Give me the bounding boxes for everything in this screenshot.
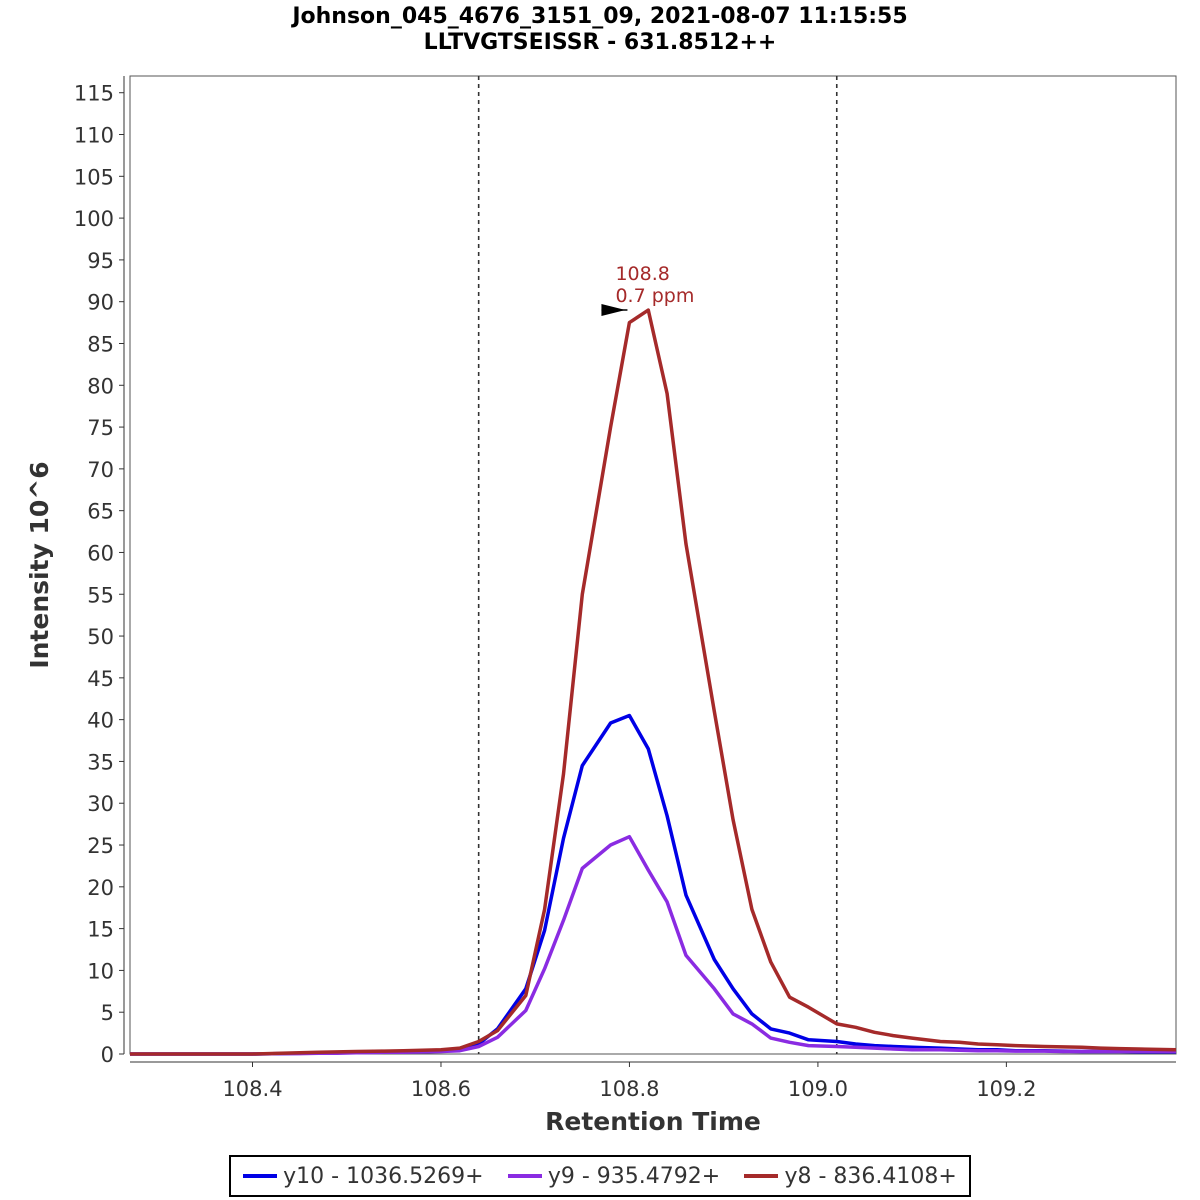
- legend-swatch-y9: [507, 1174, 542, 1178]
- y-axis-label: Intensity 10^6: [25, 461, 54, 668]
- y-tick-label: 90: [87, 291, 114, 315]
- x-tick-label: 108.4: [222, 1077, 282, 1101]
- chart-subtitle: LLTVGTSEISSR - 631.8512++: [423, 30, 777, 55]
- y-tick-label: 65: [87, 500, 114, 524]
- y-tick-label: 100: [74, 207, 114, 231]
- legend-item-y9: y9 - 935.4792+: [507, 1163, 721, 1189]
- chart-title: Johnson_045_4676_3151_09, 2021-08-07 11:…: [292, 4, 908, 29]
- y-tick-label: 70: [87, 458, 114, 482]
- y-tick-label: 15: [87, 918, 114, 942]
- x-tick-label: 109.0: [788, 1077, 848, 1101]
- y-tick-label: 85: [87, 332, 114, 356]
- plot-svg: 0 5 10 15 20 25 30 35 40 45 50 55 60 65 70 75 80 85 90 95 10…: [25, 75, 1177, 1136]
- legend-swatch-y10: [243, 1174, 278, 1178]
- y-tick-label: 20: [87, 876, 114, 900]
- plot-frame: [129, 75, 1177, 1055]
- legend-item-y8: y8 - 836.4108+: [744, 1163, 957, 1189]
- y-tick-label: 80: [87, 374, 114, 398]
- x-tick-label: 108.8: [599, 1077, 659, 1101]
- y-tick-label: 55: [87, 583, 114, 607]
- y-tick-label: 25: [87, 834, 114, 858]
- legend-item-y10: y10 - 1036.5269+: [243, 1163, 484, 1189]
- y-tick-label: 5: [101, 1001, 114, 1025]
- y-tick-label: 35: [87, 750, 114, 774]
- y-tick-label: 115: [74, 82, 114, 106]
- legend-label-y8: y8 - 836.4108+: [784, 1163, 957, 1189]
- y-tick-label: 50: [87, 625, 114, 649]
- legend-label-y9: y9 - 935.4792+: [547, 1163, 721, 1189]
- x-axis-label: Retention Time: [545, 1107, 761, 1136]
- y-tick-label: 0: [101, 1043, 114, 1067]
- y-tick-label: 105: [74, 165, 114, 189]
- y-tick-label: 75: [87, 416, 114, 440]
- y-tick-label: 30: [87, 792, 114, 816]
- y-tick-label: 110: [74, 124, 114, 148]
- x-tick-label: 109.2: [976, 1077, 1036, 1101]
- legend-swatch-y8: [744, 1174, 779, 1178]
- y-tick-label: 40: [87, 709, 114, 733]
- y-tick-label: 60: [87, 541, 114, 565]
- legend: y10 - 1036.5269+ y9 - 935.4792+ y8 - 836…: [229, 1155, 971, 1197]
- series-line-2: [130, 308, 1177, 1056]
- y-tick-label: 10: [87, 959, 114, 983]
- y-tick-label: 95: [87, 249, 114, 273]
- annotation-ppm: 0.7 ppm: [615, 285, 694, 307]
- legend-label-y10: y10 - 1036.5269+: [283, 1163, 484, 1189]
- y-tick-label: 45: [87, 667, 114, 691]
- annotation-rt: 108.8: [615, 263, 669, 285]
- x-tick-label: 108.6: [411, 1077, 471, 1101]
